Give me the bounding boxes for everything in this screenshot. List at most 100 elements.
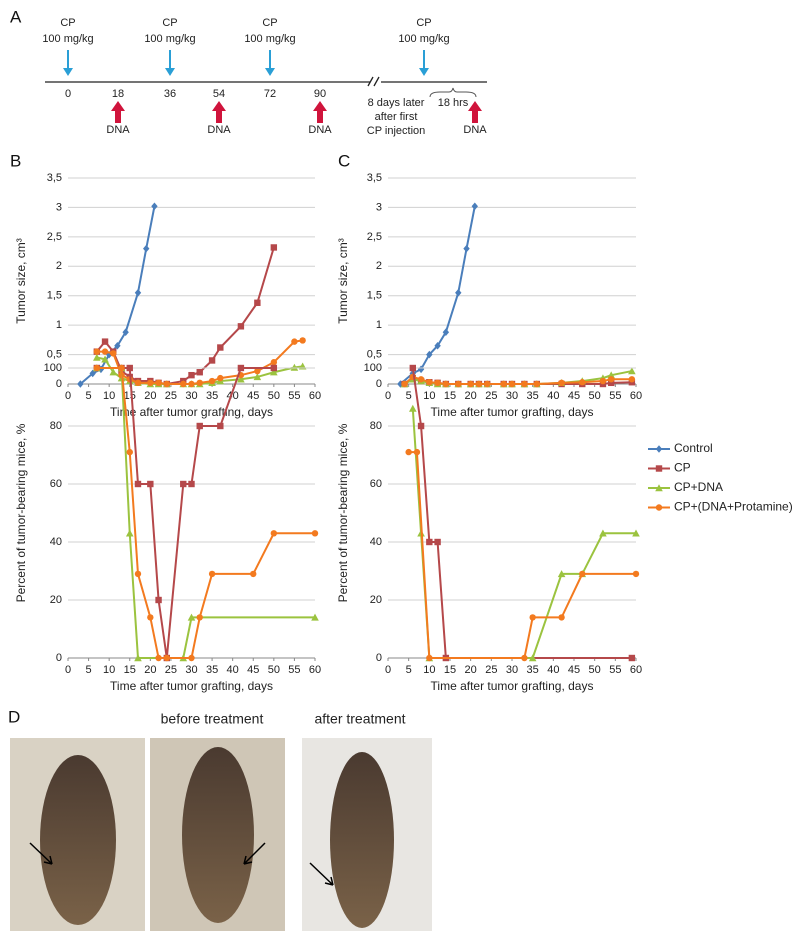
point <box>188 371 195 379</box>
x-tick-label: 20 <box>144 390 156 402</box>
point <box>521 380 528 388</box>
cp-arrow-head <box>419 68 429 76</box>
point <box>180 380 187 388</box>
point <box>208 570 216 578</box>
y-tick-label: 3 <box>56 201 62 213</box>
point <box>529 614 536 621</box>
dose-label: 100 mg/kg <box>398 33 449 45</box>
x-tick-label: 20 <box>465 664 477 676</box>
y-tick-label: 2,5 <box>367 231 382 243</box>
point <box>521 654 528 662</box>
x-tick-label: 0 <box>385 390 391 402</box>
point <box>608 376 615 383</box>
dna-label: DNA <box>207 124 231 136</box>
point <box>143 244 150 253</box>
y-axis-label: Tumor size, cm³ <box>336 238 350 324</box>
x-tick-label: 35 <box>527 390 539 402</box>
point <box>291 338 298 345</box>
x-tick-label: 15 <box>124 664 136 676</box>
point <box>134 288 142 297</box>
point <box>270 530 278 537</box>
point <box>250 570 257 578</box>
point <box>608 379 615 387</box>
break-label: after first <box>375 111 418 123</box>
point <box>311 530 319 537</box>
x-tick-label: 50 <box>268 390 280 402</box>
point <box>417 365 425 374</box>
point <box>655 445 663 453</box>
point <box>187 613 196 621</box>
point <box>401 380 408 388</box>
point <box>180 480 187 488</box>
timeline-tick: 0 <box>65 88 71 100</box>
point <box>109 368 118 376</box>
mouse <box>40 755 116 925</box>
point <box>442 328 450 337</box>
y-tick-label: 0 <box>376 652 382 664</box>
x-tick-label: 40 <box>547 390 559 402</box>
point <box>122 328 129 337</box>
dose-label: 100 mg/kg <box>42 33 93 45</box>
point <box>114 341 121 350</box>
brace <box>429 87 477 98</box>
photo-label: before treatment <box>161 711 264 727</box>
legend-label: CP <box>674 461 691 475</box>
point <box>655 504 663 511</box>
point <box>426 379 433 386</box>
x-tick-label: 0 <box>385 664 391 676</box>
point <box>126 448 133 456</box>
point <box>426 538 433 546</box>
y-tick-label: 20 <box>370 594 382 606</box>
point <box>253 373 262 381</box>
dna-arrow <box>212 101 226 123</box>
cp-arrow-head <box>63 68 73 76</box>
point <box>126 364 133 372</box>
point <box>270 359 278 366</box>
dose-label: 100 mg/kg <box>244 33 295 45</box>
point <box>118 364 125 372</box>
point <box>463 244 470 253</box>
point <box>237 323 245 330</box>
point <box>599 529 607 537</box>
x-tick-label: 10 <box>423 390 435 402</box>
point <box>409 364 416 372</box>
point <box>237 364 245 372</box>
point <box>155 654 162 662</box>
x-tick-label: 45 <box>247 390 259 402</box>
break-label: CP injection <box>367 125 426 137</box>
y-tick-label: 0,5 <box>367 348 382 360</box>
x-tick-label: 30 <box>506 390 518 402</box>
point <box>208 377 216 385</box>
y-tick-label: 1,5 <box>47 290 62 302</box>
x-tick-label: 10 <box>423 664 435 676</box>
panel-label: D <box>8 707 20 726</box>
x-tick-label: 60 <box>309 390 321 402</box>
photo-label: after treatment <box>314 711 405 727</box>
y-tick-label: 3,5 <box>47 172 62 184</box>
x-axis-label: Time after tumor grafting, days <box>110 405 273 419</box>
x-tick-label: 55 <box>288 664 300 676</box>
point <box>475 380 483 388</box>
drug-label: CP <box>162 17 177 29</box>
x-tick-label: 60 <box>309 664 321 676</box>
cp-arrow-head <box>265 68 275 76</box>
point <box>110 350 117 357</box>
x-tick-label: 5 <box>86 390 92 402</box>
timeline-tick: 18 <box>112 88 124 100</box>
y-tick-label: 1 <box>376 319 382 331</box>
point <box>134 379 142 387</box>
x-tick-label: 15 <box>444 390 456 402</box>
y-tick-label: 1,5 <box>367 290 382 302</box>
x-tick-label: 50 <box>268 664 280 676</box>
point <box>147 614 154 621</box>
drug-label: CP <box>60 17 75 29</box>
x-tick-label: 45 <box>247 664 259 676</box>
x-axis-label: Time after tumor grafting, days <box>431 405 594 419</box>
x-tick-label: 55 <box>288 390 300 402</box>
legend-label: Control <box>674 441 713 455</box>
y-tick-label: 40 <box>370 536 382 548</box>
x-tick-label: 30 <box>185 390 197 402</box>
x-tick-label: 35 <box>527 664 539 676</box>
dna-arrow <box>313 101 327 123</box>
